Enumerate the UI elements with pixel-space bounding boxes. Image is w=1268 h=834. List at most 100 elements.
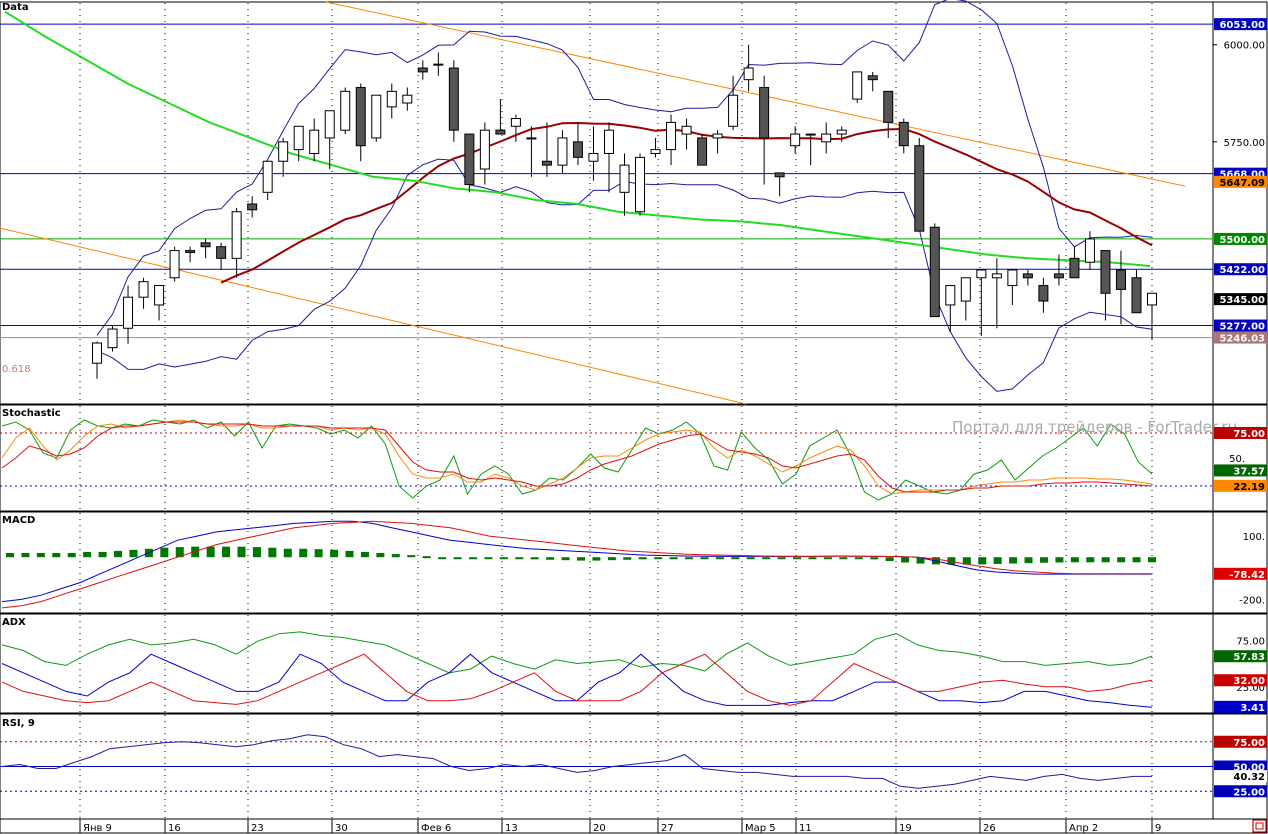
macd-histogram-bar: [36, 553, 45, 558]
macd-histogram-bar: [468, 557, 477, 560]
candle-body-up: [510, 118, 521, 127]
candle-body-up: [743, 67, 754, 81]
badge-label: 5500.00: [1219, 235, 1265, 246]
fib-label: 0.618: [2, 364, 31, 375]
macd-histogram-bar: [360, 551, 369, 558]
candle: [154, 285, 165, 321]
candle: [92, 341, 102, 379]
macd-histogram-bar: [561, 557, 570, 561]
panel-title-stochastic: Stochastic: [2, 408, 61, 419]
candle: [883, 90, 894, 138]
badge-label: 5277.00: [1219, 322, 1265, 333]
candle: [1084, 231, 1095, 270]
macd-histogram-bar: [962, 557, 971, 565]
macd-histogram-bar: [546, 557, 555, 560]
macd-histogram-bar: [777, 557, 786, 560]
candle-body-down: [759, 86, 770, 139]
date-label: 27: [661, 823, 674, 834]
candle-body-up: [1084, 238, 1095, 263]
candle-body-up: [479, 129, 490, 170]
price-badge: 75.00: [1214, 735, 1267, 749]
macd-histogram-bar: [499, 557, 508, 560]
candle: [1053, 254, 1064, 286]
candle: [526, 126, 537, 177]
adx-line: [1, 631, 1153, 674]
price-badge: 5246.03: [1214, 331, 1267, 345]
candle: [976, 269, 987, 337]
candle: [898, 118, 909, 154]
candle-body-up: [852, 71, 863, 100]
candle-body-down: [185, 250, 196, 254]
macd-histogram-bar: [1148, 557, 1156, 563]
price-badge: 5277.00: [1214, 319, 1267, 333]
candle: [340, 87, 351, 135]
candle: [1100, 250, 1111, 321]
candle: [867, 71, 878, 92]
macd-histogram-bar: [407, 555, 416, 558]
date-label: Апр 2: [1069, 823, 1098, 834]
price-badge: 75.00: [1214, 427, 1267, 440]
candle: [728, 75, 739, 131]
candle: [433, 52, 444, 76]
candle: [355, 83, 366, 162]
candle: [603, 122, 614, 193]
candle: [107, 325, 118, 352]
macd-histogram-bar: [330, 549, 339, 558]
macd-histogram-bar: [1101, 557, 1110, 563]
candle: [588, 126, 599, 181]
macd-histogram-bar: [839, 557, 848, 560]
candle-body-down: [1053, 273, 1064, 279]
y-tick-label: 5750.00: [1224, 138, 1265, 149]
y-tick-label: 100.: [1243, 532, 1265, 543]
candle-body-up: [557, 137, 568, 166]
macd-histogram-bar: [746, 557, 755, 560]
candle: [852, 71, 863, 103]
candle: [1115, 250, 1126, 325]
candle-body-up: [945, 285, 956, 306]
macd-histogram-bar: [376, 553, 385, 558]
macd-histogram-bar: [715, 557, 724, 560]
candle-body-up: [635, 156, 646, 213]
date-label: Янв 9: [83, 823, 112, 834]
candle-body-up: [1007, 269, 1018, 287]
panel-title-adx: ADX: [2, 617, 26, 628]
candle: [929, 223, 940, 318]
macd-histogram-bar: [484, 557, 493, 560]
macd-histogram-bar: [577, 557, 585, 561]
candle: [650, 137, 661, 158]
toggle-panel-button[interactable]: [1252, 819, 1267, 833]
date-axis-frame: [0, 818, 1268, 834]
badge-bg: [1214, 700, 1267, 713]
price-badge: 25.00: [1214, 785, 1267, 798]
macd-histogram-bar: [1117, 557, 1126, 563]
candle: [324, 110, 335, 170]
macd-histogram-bar: [854, 557, 863, 560]
macd-histogram-bar: [823, 557, 832, 560]
macd-histogram-bar: [1009, 557, 1018, 564]
price-badge: 5647.09: [1214, 175, 1267, 189]
watermark-text: Портал для трейдеров - ForTrader.ru: [952, 418, 1237, 436]
candle-body-up: [619, 164, 630, 193]
badge-bg: [1214, 232, 1267, 245]
macd-histogram-bar: [21, 553, 30, 558]
candle-body-down: [1038, 285, 1049, 302]
candle: [821, 122, 832, 154]
macd-histogram-bar: [978, 557, 987, 565]
panel-title-macd: MACD: [2, 515, 35, 526]
candle: [557, 130, 568, 173]
macd-histogram-bar: [438, 557, 447, 560]
rsi-line: [1, 734, 1152, 789]
macd-histogram-bar: [1055, 557, 1064, 563]
macd-histogram-bar: [453, 557, 462, 560]
macd-line: [1, 520, 1152, 609]
candle-body-down: [1100, 250, 1111, 294]
macd-histogram-bar: [947, 557, 956, 565]
badge-label: 37.57: [1233, 466, 1265, 477]
macd-histogram-bar: [685, 557, 694, 560]
macd-histogram-bar: [391, 554, 400, 558]
price-badge: 6053.00: [1214, 18, 1267, 31]
macd-histogram-bar: [422, 556, 431, 559]
badge-label: 25.00: [1233, 787, 1265, 798]
candle-body-up: [991, 273, 1002, 279]
candle: [681, 118, 692, 150]
